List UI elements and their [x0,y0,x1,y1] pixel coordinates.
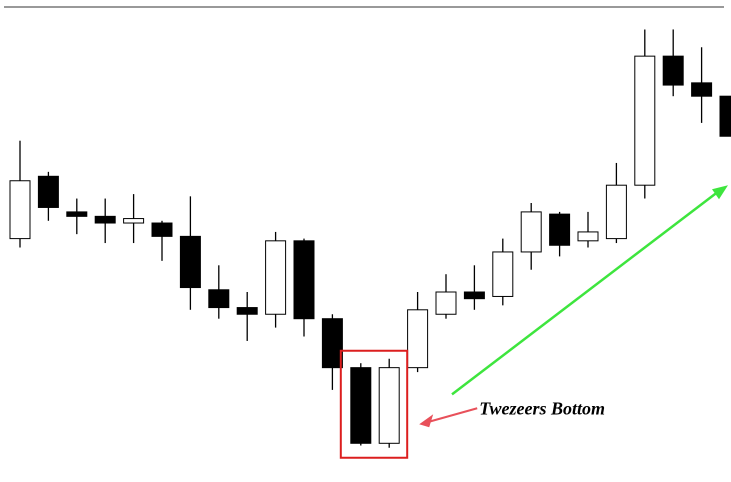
candle-body [179,235,201,289]
candle [321,314,343,390]
candle [37,171,59,221]
candle [435,274,457,319]
candle [350,363,372,446]
candle [605,162,627,244]
candle [520,203,542,270]
candle [151,220,173,261]
candle-body [605,184,627,240]
candles-layer [9,29,731,448]
candle-body [662,55,684,86]
candle [577,211,599,248]
candle-body [719,95,731,137]
candle [634,29,656,199]
candle-body [236,307,258,315]
annotation-layer: Twezeers Bottom [339,185,728,459]
candle [94,198,116,244]
candle-body [321,318,343,369]
candle-body [37,175,59,208]
candle-body [9,180,31,240]
candle [9,140,31,248]
candle [549,211,571,257]
candle [208,265,230,319]
callout-arrow-head [419,414,434,428]
candle [265,231,287,328]
candle-body [94,215,116,224]
candle [492,238,514,306]
candle [378,358,400,448]
trend-arrow-line [451,189,721,396]
candle-body [549,213,571,246]
candle-body [151,222,173,237]
tweezers-highlight-box [339,349,409,459]
tweezers-bottom-label: Twezeers Bottom [479,398,605,418]
candle [293,238,315,337]
candle-body [407,309,429,369]
candle [407,292,429,373]
candle-body [435,291,457,315]
candle-body [293,240,315,320]
candle-body [492,251,514,297]
candle-body [123,218,145,224]
candle [691,47,713,123]
candle-body [66,211,88,217]
candle [179,196,201,310]
candle-body [520,211,542,253]
candle [463,265,485,310]
candle-body [691,82,713,97]
candle [236,292,258,341]
candle-body [463,291,485,300]
candle [123,194,145,244]
callout-arrow-line [426,407,478,424]
candle [66,198,88,235]
candle-body [265,240,287,315]
candle [662,29,684,97]
candle-body [577,231,599,242]
candle [719,95,731,137]
candle-body [208,289,230,309]
candle-body [634,55,656,186]
candle-body [350,367,372,444]
candle-body [378,367,400,444]
trend-arrow-head [712,185,728,200]
